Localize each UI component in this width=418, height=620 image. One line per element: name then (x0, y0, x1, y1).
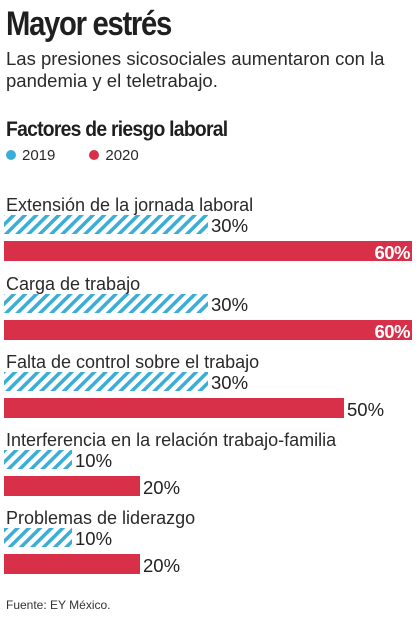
value-label-2020: 20% (143, 477, 180, 498)
category-label: Extensión de la jornada laboral (6, 195, 253, 215)
value-label-2019: 30% (211, 215, 248, 236)
bar-2019 (4, 528, 72, 547)
bar-2020 (4, 554, 140, 574)
value-label-2020: 50% (347, 399, 384, 420)
bar-2019 (4, 450, 72, 469)
bar-2019 (4, 372, 208, 391)
category-label: Problemas de liderazgo (6, 508, 195, 528)
bar-2019 (4, 294, 208, 313)
legend: 2019 2020 (6, 145, 173, 165)
source-note: Fuente: EY México. (6, 598, 111, 612)
legend-dot-2019 (6, 150, 16, 160)
value-label-2019: 10% (75, 450, 112, 471)
legend-item-2020: 2020 (89, 146, 139, 164)
legend-label-2020: 2020 (105, 146, 139, 164)
category-label: Carga de trabajo (6, 274, 140, 294)
bar-2020 (4, 398, 344, 418)
value-label-2019: 30% (211, 294, 248, 315)
category-label: Falta de control sobre el trabajo (6, 352, 259, 372)
chart-heading: Factores de riesgo laboral (6, 118, 228, 141)
value-label-2020: 60% (374, 242, 410, 263)
legend-dot-2020 (89, 150, 100, 160)
value-label-2019: 30% (211, 372, 248, 393)
value-label-2020: 60% (374, 321, 410, 342)
legend-label-2019: 2019 (22, 146, 56, 164)
bar-2019 (4, 215, 208, 234)
bar-2020 (4, 241, 412, 261)
chart-title: Mayor estrés (6, 5, 172, 43)
category-label: Interferencia en la relación trabajo-fam… (6, 430, 337, 450)
value-label-2020: 20% (143, 555, 180, 576)
bar-2020 (4, 320, 412, 340)
value-label-2019: 10% (75, 528, 112, 549)
bar-2020 (4, 476, 140, 496)
chart-subtitle: Las presiones sicosociales aumentaron co… (6, 48, 385, 91)
legend-item-2019: 2019 (6, 147, 55, 164)
